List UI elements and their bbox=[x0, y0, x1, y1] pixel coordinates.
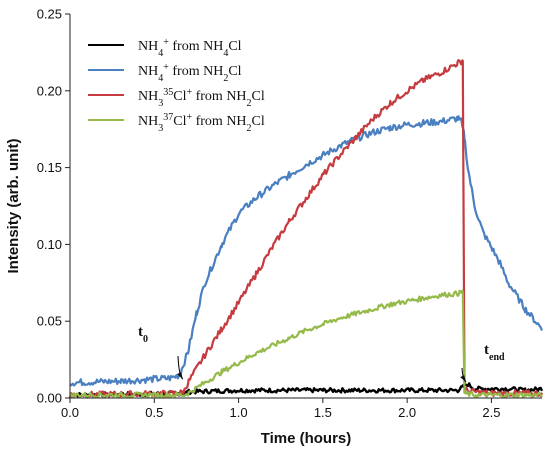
x-tick-label: 1.5 bbox=[314, 405, 332, 420]
x-tick-label: 2.0 bbox=[398, 405, 416, 420]
series-layer bbox=[68, 58, 544, 399]
series-line-2 bbox=[69, 115, 544, 387]
legend-label: NH4+ from NH4Cl bbox=[138, 37, 242, 59]
x-tick-label: 0.5 bbox=[145, 405, 163, 420]
y-axis-title: Intensity (arb. unit) bbox=[5, 138, 22, 273]
axes-layer: 0.0 0.5 1.0 1.5 2.0 2.5 0.00 0.05 0.10 0.15 0.20 0.… bbox=[37, 7, 542, 420]
annotation-arrowhead bbox=[460, 375, 467, 383]
x-tick-label: 1.0 bbox=[230, 405, 248, 420]
y-tick-label: 0.25 bbox=[37, 7, 62, 22]
y-tick-label: 0.00 bbox=[37, 391, 62, 406]
y-tick-label: 0.10 bbox=[37, 237, 62, 252]
y-tick-label: 0.05 bbox=[37, 314, 62, 329]
legend-label: NH4+ from NH2Cl bbox=[138, 62, 242, 84]
series-line-4 bbox=[69, 289, 543, 399]
series-line-3 bbox=[68, 58, 544, 399]
x-axis-title: Time (hours) bbox=[261, 430, 352, 447]
y-tick-label: 0.20 bbox=[37, 83, 62, 98]
x-tick-label: 0.0 bbox=[61, 405, 79, 420]
annotation-label: tend bbox=[484, 342, 505, 363]
annotation-arrowhead bbox=[176, 372, 183, 380]
annotation-layer: t0 tend bbox=[138, 324, 505, 383]
annotation-label: t0 bbox=[138, 324, 148, 345]
x-tick-label: 2.5 bbox=[482, 405, 500, 420]
legend: NH4+ from NH4Cl NH4+ from NH2Cl NH335Cl+ f… bbox=[88, 37, 265, 134]
legend-label: NH335Cl+ from NH2Cl bbox=[138, 87, 265, 109]
legend-label: NH337Cl+ from NH2Cl bbox=[138, 112, 265, 134]
y-tick-label: 0.15 bbox=[37, 160, 62, 175]
